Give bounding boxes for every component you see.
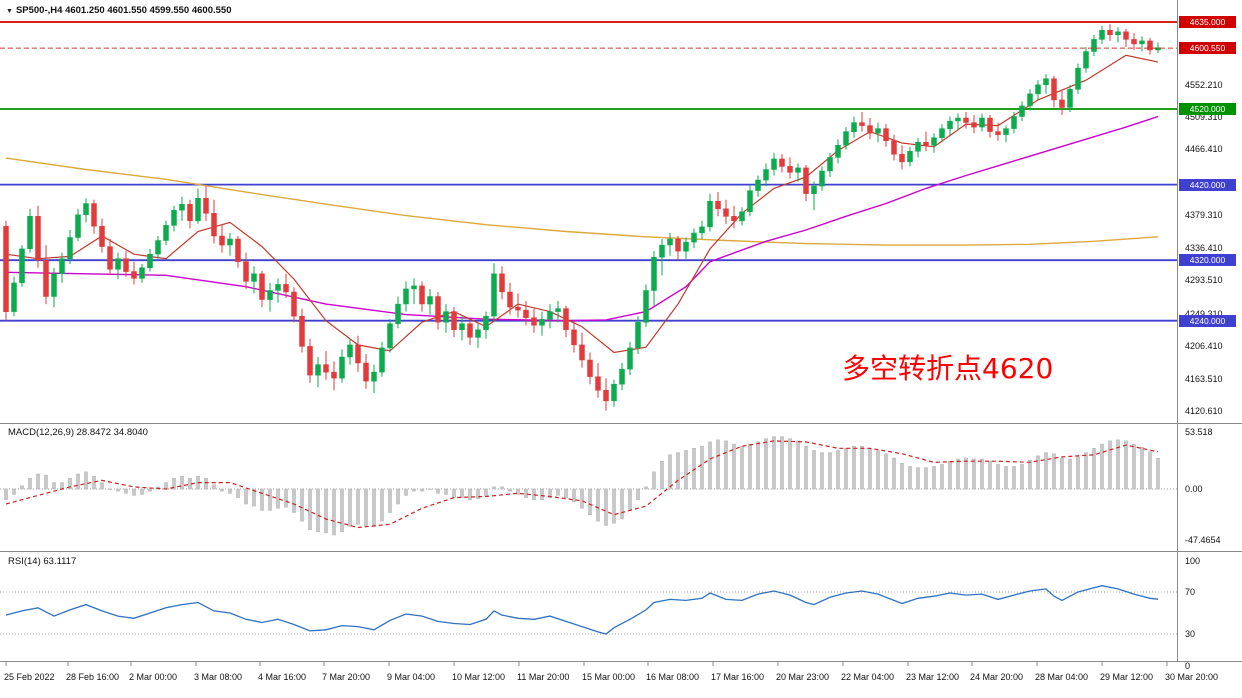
price-axis-label: 4509.310 (1185, 112, 1223, 123)
time-axis-label: 17 Mar 16:00 (711, 672, 765, 682)
rsi-name: RSI(14) (8, 556, 41, 567)
macd-panel (0, 436, 1177, 536)
time-axis-label: 11 Mar 20:00 (517, 672, 570, 682)
level-lines[interactable] (0, 21, 1177, 322)
candles (3, 24, 1161, 411)
time-axis-label: 10 Mar 12:00 (452, 672, 506, 682)
time-axis-label: 28 Mar 04:00 (1035, 672, 1089, 682)
macd-axis-label: -47.4654 (1185, 534, 1221, 545)
price-level-badge: 4240.000 (1179, 314, 1236, 327)
rsi-axis-label: 70 (1185, 587, 1196, 597)
time-axis-label: 4 Mar 16:00 (258, 672, 307, 682)
macd-main-value: 28.8472 (76, 427, 111, 438)
time-axis-label: 2 Mar 00:00 (129, 672, 178, 682)
price-axis-label: 4293.510 (1185, 275, 1223, 286)
price-axis-label: 4379.310 (1185, 210, 1223, 221)
rsi-axis-label: 100 (1185, 555, 1201, 566)
time-axis-label: 3 Mar 08:00 (194, 672, 243, 682)
time-axis-label: 7 Mar 20:00 (322, 672, 371, 682)
price-level-badge: 4320.000 (1179, 254, 1236, 267)
rsi-value: 63.1117 (43, 556, 77, 567)
price-axis[interactable]: 4552.210 4509.310 4466.410 4379.310 4336.410… (1178, 0, 1242, 671)
annotation-text: 多空转折点4620 (842, 352, 1054, 385)
price-axis-label: 4120.610 (1185, 405, 1223, 416)
symbol-timeframe-label: SP500-,H4 (15, 5, 63, 16)
rsi-axis-label: 0 (1185, 660, 1191, 671)
price-axis-label: 4249.310 (1185, 308, 1223, 319)
ma-slow-line (5, 157, 1159, 246)
price-level-badge: 4520.000 (1179, 102, 1236, 115)
macd-indicator-label: MACD(12,26,9) 28.8472 34.8040 (8, 427, 148, 438)
time-axis[interactable]: 25 Feb 2022 28 Feb 16:00 2 Mar 00:00 3 Mar … (0, 666, 1242, 698)
time-axis-label: 22 Mar 04:00 (841, 672, 895, 682)
time-axis-label: 28 Feb 16:00 (66, 672, 120, 682)
price-level-badge: 4600.550 (1179, 42, 1236, 55)
time-axis-label: 29 Mar 12:00 (1100, 672, 1154, 682)
time-axis-label: 15 Mar 00:00 (582, 672, 636, 682)
moving-averages (5, 54, 1159, 354)
price-axis-label: 4206.410 (1185, 341, 1223, 352)
price-axis-label: 4552.210 (1185, 79, 1223, 90)
rsi-indicator-label: RSI(14) 63.1117 (8, 556, 76, 567)
panel-borders (0, 0, 1242, 666)
price-axis-label: 4163.510 (1185, 373, 1223, 384)
ma-mid-line (5, 115, 1159, 322)
macd-signal-value: 34.8040 (113, 427, 148, 438)
chart-dropdown-icon[interactable]: ▼ (6, 8, 13, 15)
rsi-panel (0, 585, 1177, 635)
time-axis-label: 23 Mar 12:00 (906, 672, 960, 682)
time-axis-label: 20 Mar 23:00 (776, 672, 830, 682)
price-axis-label: 4466.410 (1185, 144, 1223, 155)
time-axis-label: 30 Mar 20:00 (1165, 672, 1219, 682)
time-axis-label: 24 Mar 20:00 (970, 672, 1024, 682)
macd-name: MACD(12,26,9) (8, 427, 74, 438)
ma-fast-line (5, 54, 1159, 354)
macd-axis-label: 0.00 (1185, 484, 1203, 494)
ohlc-values: 4601.250 4601.550 4599.550 4600.550 (65, 5, 232, 16)
price-axis-label: 4336.410 (1185, 242, 1223, 253)
ohlc-header: ▼ SP500-,H4 4601.250 4601.550 4599.550 46… (6, 5, 231, 16)
time-axis-label: 25 Feb 2022 (4, 672, 55, 682)
time-axis-label: 9 Mar 04:00 (387, 672, 436, 682)
time-axis-label: 16 Mar 08:00 (646, 672, 700, 682)
price-level-badge: 4420.000 (1179, 178, 1236, 191)
rsi-axis-label: 30 (1185, 629, 1196, 639)
price-level-badge: 4635.000 (1179, 16, 1236, 28)
macd-axis-label: 53.518 (1185, 426, 1213, 437)
